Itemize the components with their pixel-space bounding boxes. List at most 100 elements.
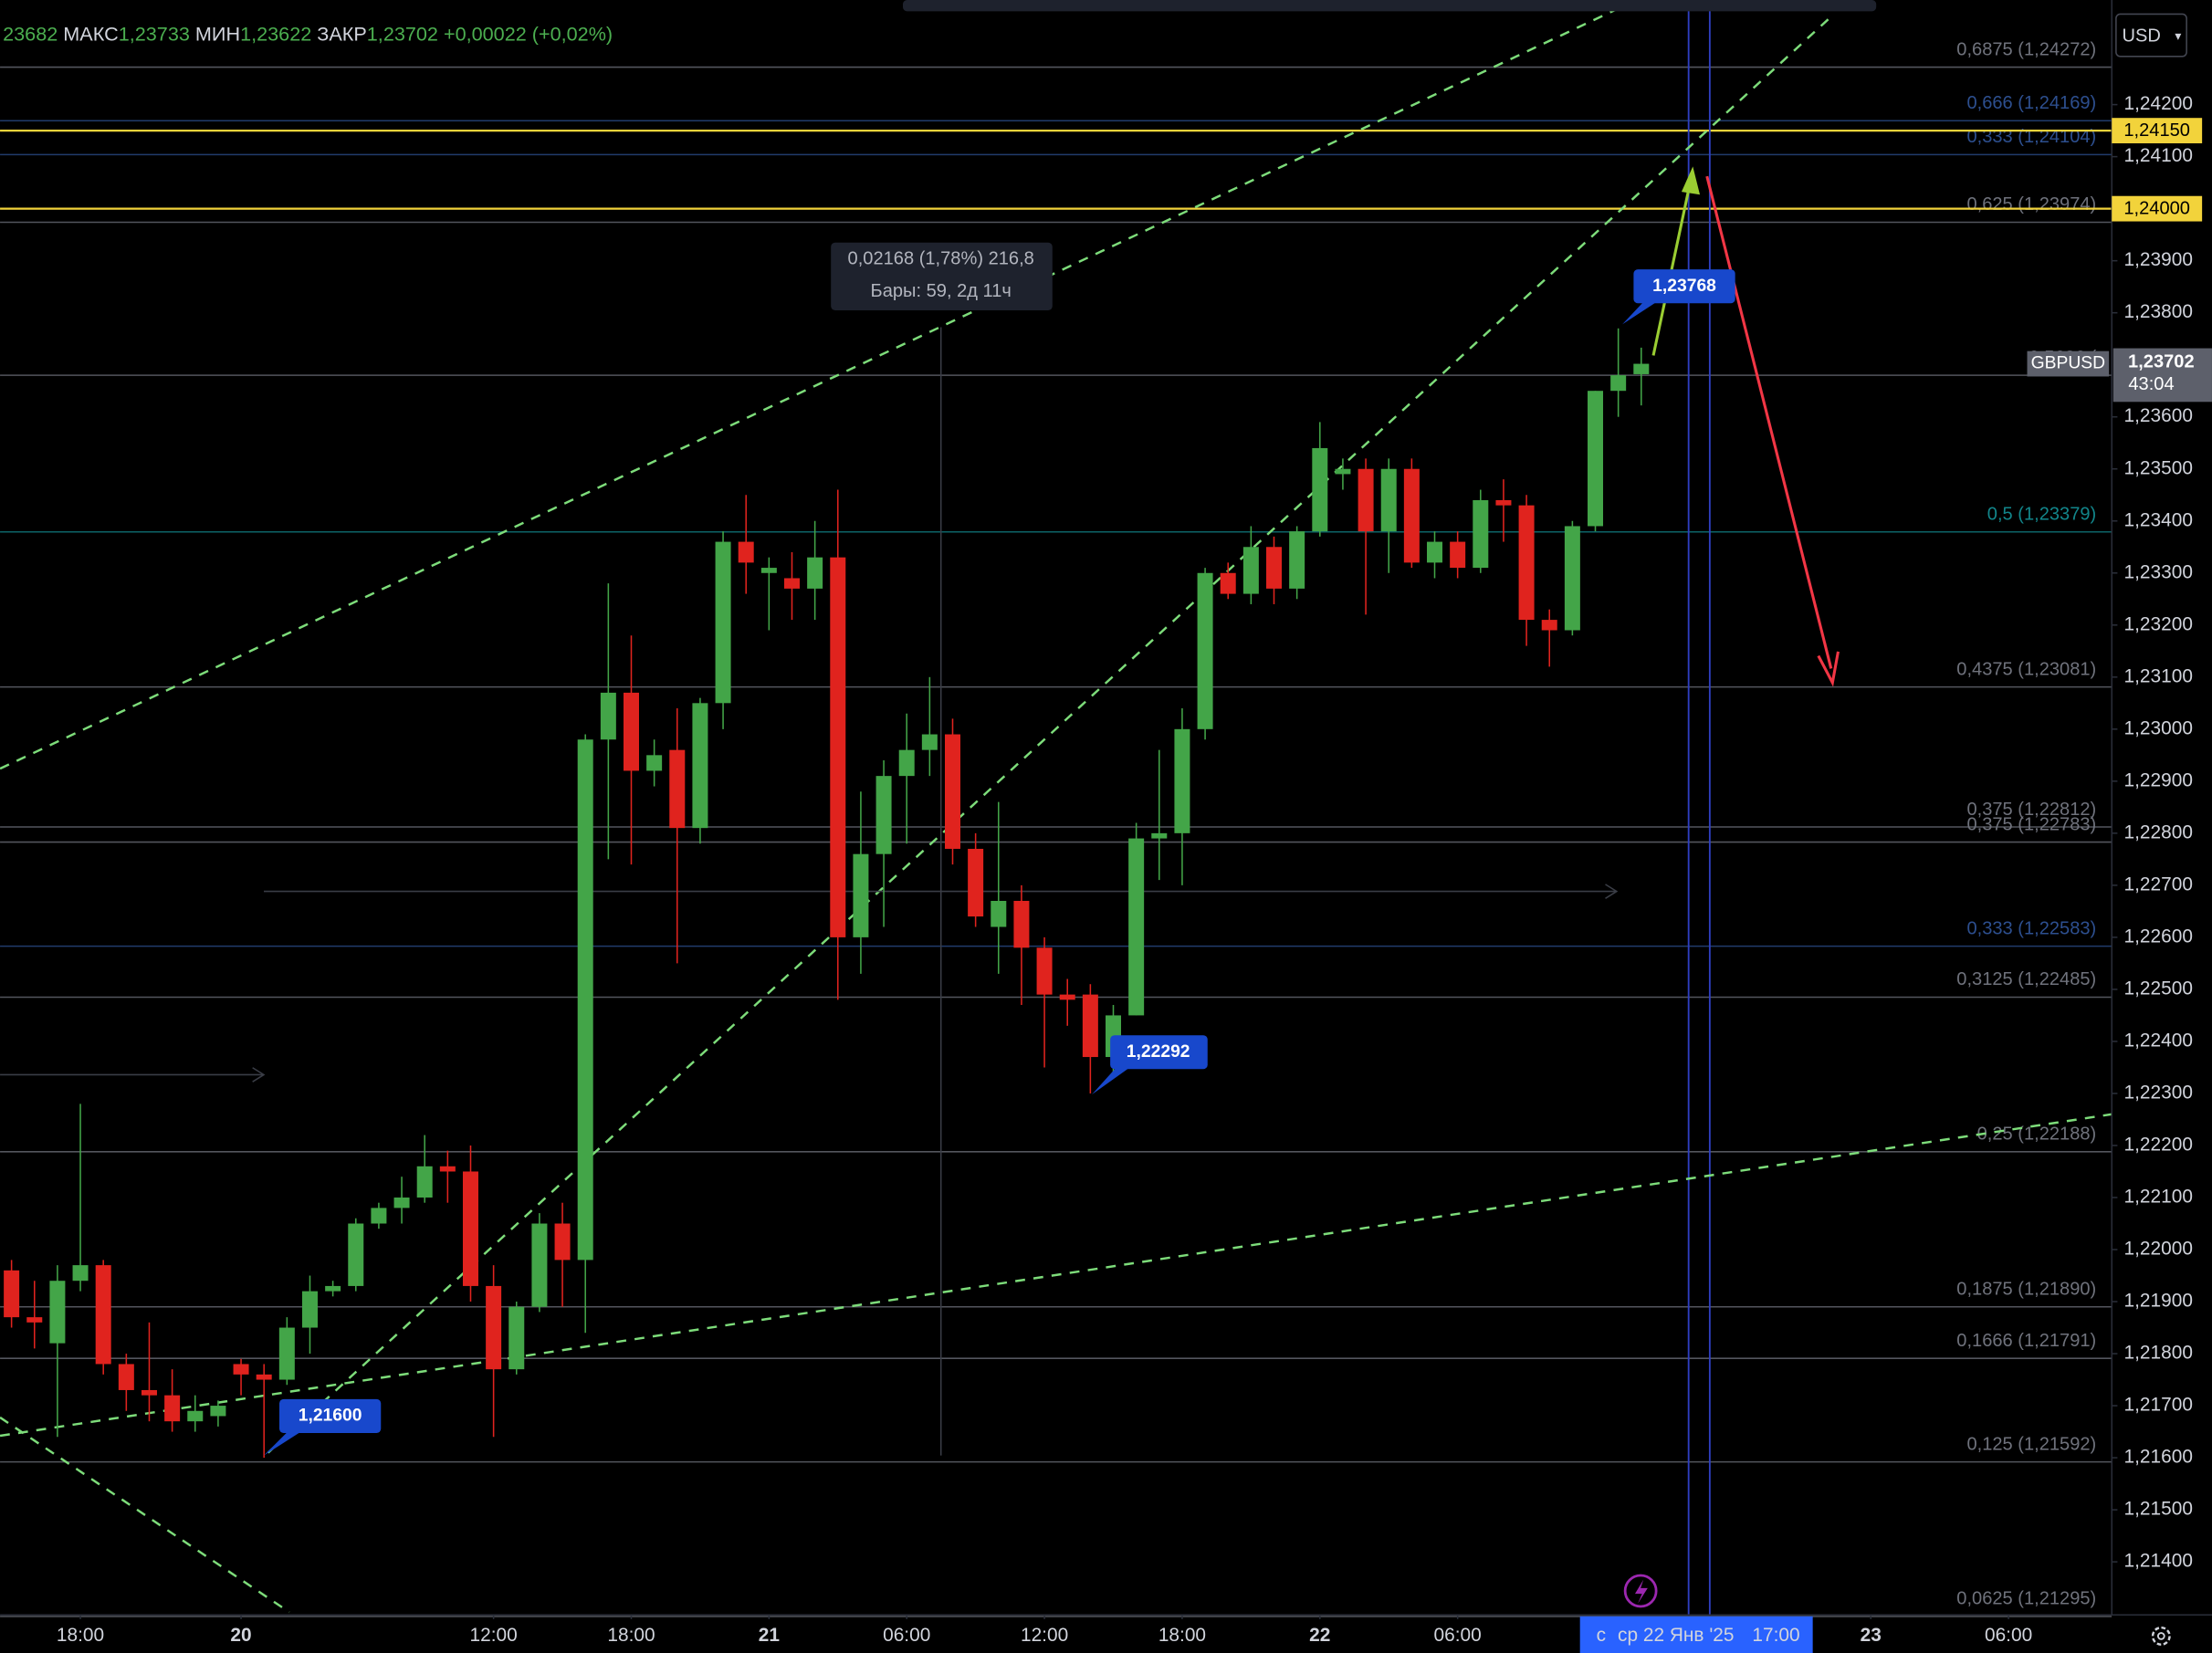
candle-body	[1242, 547, 1259, 594]
level-label: 0,6875 (1,24272)	[1956, 39, 2096, 59]
last-price-label: 1,23702	[2128, 351, 2195, 371]
candle-body	[301, 1291, 318, 1328]
y-tick-label: 1,24200	[2124, 93, 2193, 114]
fib-levels: 0,6875 (1,24272) 0,666 (1,24169) 0,333 (1,…	[0, 39, 2112, 1617]
candle-body	[278, 1327, 295, 1380]
y-tick-label: 1,23600	[2124, 405, 2193, 426]
candle-body	[1588, 391, 1604, 527]
candle-body	[1128, 838, 1145, 1016]
y-tick-label: 1,23200	[2124, 613, 2193, 634]
close-value: 1,23702	[367, 22, 438, 45]
level-label: 0,666 (1,24169)	[1966, 93, 2096, 113]
candle-body	[118, 1364, 134, 1390]
measure-text: 0,02168 (1,78%) 216,8	[848, 249, 1034, 269]
candle-body	[1197, 572, 1213, 729]
y-tick-label: 1,24100	[2124, 145, 2193, 166]
y-tick-label: 1,22100	[2124, 1187, 2193, 1208]
candle-body	[141, 1389, 157, 1396]
low-value: 1,23622	[240, 22, 311, 45]
candle-body	[72, 1265, 89, 1282]
candle-body	[1335, 468, 1351, 475]
candle-body	[1289, 531, 1305, 589]
level-label: 0,125 (1,21592)	[1966, 1434, 2096, 1454]
candle-body	[1541, 620, 1557, 631]
x-tick-label: 23	[1861, 1625, 1882, 1646]
measure-arrow	[252, 1067, 266, 1083]
candle-body	[325, 1285, 341, 1292]
candle-body	[1450, 541, 1466, 569]
settings-icon[interactable]	[2151, 1626, 2171, 1646]
open-value: 23682	[3, 22, 58, 45]
price-tag-label: 1,24000	[2123, 199, 2190, 219]
events-icon[interactable]	[1623, 1574, 1658, 1608]
y-tick-label: 1,21600	[2124, 1447, 2193, 1468]
crosshair-date: ср 22 Янв '25	[1618, 1625, 1734, 1646]
candle-body	[945, 734, 960, 849]
candle-body	[1633, 363, 1650, 374]
x-tick-label: 18:00	[1158, 1625, 1206, 1646]
crosshair-time	[1579, 1616, 1813, 1653]
candle-body	[1495, 499, 1512, 506]
level-label: 0,333 (1,22583)	[1966, 918, 2096, 938]
price-note-text: 1,22292	[1127, 1042, 1190, 1062]
candles	[4, 328, 1650, 1459]
level-label: 0,3125 (1,22485)	[1956, 969, 2096, 989]
candle-body	[1403, 468, 1420, 563]
candle-body	[1082, 994, 1098, 1058]
candle-body	[738, 541, 754, 563]
y-tick-label: 1,22200	[2124, 1134, 2193, 1155]
trend-line	[0, 1416, 290, 1614]
level-label: 0,5 (1,23379)	[1987, 504, 2096, 524]
candle-body	[692, 703, 708, 829]
crosshair-prefix: с	[1597, 1625, 1606, 1646]
candle-body	[968, 848, 984, 917]
level-label: 0,625 (1,23974)	[1966, 194, 2096, 214]
y-tick-label: 1,23400	[2124, 509, 2193, 530]
y-tick-label: 1,23000	[2124, 717, 2193, 738]
price-axis[interactable]	[2112, 0, 2212, 1653]
x-tick-label: 20	[230, 1625, 251, 1646]
candle-body	[1518, 505, 1535, 621]
candle-body	[210, 1406, 226, 1417]
candle-body	[233, 1364, 249, 1375]
x-tick-label: 18:00	[607, 1625, 655, 1646]
candle-body	[1013, 900, 1030, 948]
candle-body	[921, 734, 938, 750]
arrow-head	[1817, 651, 1840, 687]
y-tick-label: 1,23100	[2124, 665, 2193, 686]
candle-body	[623, 692, 639, 771]
trend-line	[0, 0, 1638, 770]
y-tick-label: 1,22900	[2124, 769, 2193, 790]
currency-label: USD	[2122, 26, 2160, 46]
candle-body	[531, 1223, 548, 1307]
level-label: 0,0625 (1,21295)	[1956, 1589, 2096, 1609]
toolbar[interactable]	[902, 0, 1877, 12]
change-value: +0,00022 (+0,02%)	[444, 22, 613, 45]
candle-body	[26, 1317, 43, 1323]
trend-line	[267, 13, 1835, 1454]
candle-body	[187, 1410, 204, 1422]
x-tick-label: 12:00	[470, 1625, 518, 1646]
measure-box	[831, 242, 1053, 310]
trend-line	[0, 1113, 2112, 1438]
candle-body	[991, 900, 1007, 927]
price-note	[1110, 1035, 1208, 1070]
currency-button[interactable]	[2115, 13, 2187, 58]
y-tick-label: 1,23900	[2124, 249, 2193, 270]
symbol-label: GBPUSD	[2031, 354, 2106, 373]
y-tick-label: 1,22700	[2124, 874, 2193, 895]
x-tick-label: 22	[1309, 1625, 1330, 1646]
candle-body	[1151, 832, 1168, 839]
candle-body	[462, 1171, 478, 1286]
candle-body	[371, 1208, 387, 1224]
y-tick-label: 1,23300	[2124, 561, 2193, 582]
y-tick-label: 1,22500	[2124, 978, 2193, 999]
candle-body	[875, 776, 892, 854]
ohlc-info: 23682 МАКС1,23733 МИН1,23622 ЗАКР1,23702…	[3, 22, 613, 45]
candle-body	[1036, 947, 1053, 995]
price-note	[279, 1398, 382, 1433]
y-tick-label: 1,21400	[2124, 1551, 2193, 1572]
level-label: 0,25 (1,22188)	[1977, 1125, 2097, 1145]
candle-body	[486, 1285, 502, 1370]
